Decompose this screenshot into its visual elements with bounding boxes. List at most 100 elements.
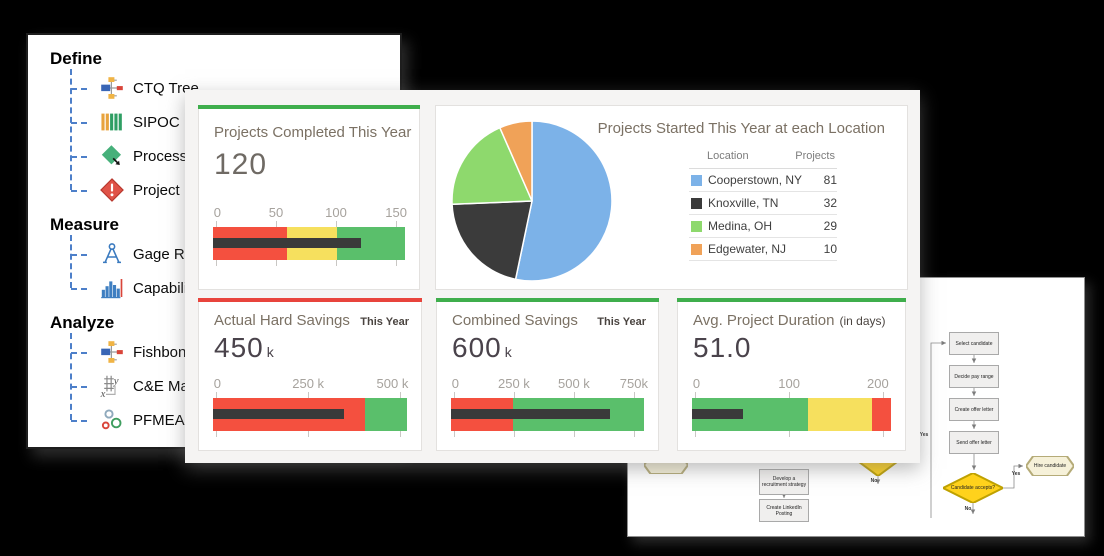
flow-edge-label-no: No — [870, 478, 878, 484]
palette-item-capabilit[interactable]: Capabilit — [50, 271, 400, 305]
legend-row-medina-oh: Medina, OH 29 — [689, 215, 837, 238]
legend-value: 10 — [823, 242, 837, 256]
palette-item-c-e-matr[interactable]: y x C&E Matr — [50, 369, 400, 403]
flow-node-label: Create LinkedIn Posting — [766, 504, 802, 517]
legend-swatch — [691, 220, 702, 232]
palette-section-title: Measure — [50, 215, 119, 234]
flow-node-select-candidate[interactable]: Select candidate — [949, 332, 999, 355]
palette-section-title: Analyze — [50, 313, 115, 332]
tile-qualifier: (in days) — [839, 314, 886, 328]
axis-tick-label: 0 — [213, 376, 221, 391]
tile-accent-bar — [198, 105, 420, 109]
flow-edge-label-no: No — [964, 506, 972, 512]
axis-tick-label: 100 — [778, 376, 800, 391]
palette-item-project-r[interactable]: Project R — [50, 173, 400, 207]
fishbone-icon — [100, 340, 124, 364]
legend-header: Location Projects — [689, 150, 837, 169]
bullet-chart-actual-hard-savings: 0 250 k 500 k — [213, 376, 409, 440]
axis-tick-mark — [573, 431, 575, 437]
bullet-measure-bar — [451, 409, 610, 419]
flow-node-send-offer-letter[interactable]: Send offer letter — [949, 431, 999, 454]
legend-swatch — [691, 174, 702, 186]
legend-label: Medina, OH — [708, 219, 773, 233]
pie-chart-title: Projects Started This Year at each Locat… — [597, 120, 885, 137]
bullet-range-1 — [365, 398, 407, 431]
project-risk-icon — [100, 178, 124, 202]
axis-tick-mark — [633, 392, 635, 398]
axis-tick-mark — [396, 221, 398, 227]
bullet-chart-avg-project-duration: 0 100 200 — [692, 376, 891, 440]
tile-actual-hard-savings[interactable]: Actual Hard Savings This Year 450 k 0 250 … — [198, 298, 422, 451]
flow-node-create-linkedin-posting[interactable]: Create LinkedIn Posting — [759, 499, 809, 522]
flow-node-decide-pay-range[interactable]: Decide pay range — [949, 365, 999, 388]
tile-accent-bar — [198, 298, 422, 302]
flow-node-hire-candidate[interactable]: Hire candidate — [1026, 456, 1074, 476]
legend-swatch — [691, 197, 702, 209]
axis-tick-mark — [789, 431, 791, 437]
tile-qualifier: This Year — [597, 316, 646, 328]
axis-tick-mark — [513, 431, 515, 437]
flow-node-create-offer-letter[interactable]: Create offer letter — [949, 398, 999, 421]
kpi-value: 600 — [452, 332, 502, 363]
tile-title: Actual Hard Savings — [214, 312, 350, 329]
process-map-icon — [100, 144, 124, 168]
pie-slice-knoxville-tn — [451, 200, 533, 281]
dashboard-panel: Projects Completed This Year 120 0 50 100 1… — [185, 90, 920, 463]
bullet-measure-bar — [213, 409, 345, 419]
legend-row-edgewater-nj: Edgewater, NJ 10 — [689, 238, 837, 261]
legend-header-projects: Projects — [795, 150, 835, 162]
axis-tick-mark — [400, 431, 402, 437]
axis-tick-label: 150 — [385, 205, 407, 220]
axis-tick-label: 0 — [692, 376, 701, 391]
ctq-tree-icon — [100, 76, 124, 100]
bullet-chart-projects-completed: 0 50 100 150 — [213, 205, 407, 269]
tile-title: Combined Savings — [452, 312, 578, 329]
svg-text:y: y — [113, 375, 119, 387]
axis-tick-mark — [883, 392, 885, 398]
svg-text:x: x — [100, 388, 106, 398]
axis-tick-label: 500 k — [376, 376, 409, 391]
palette-item-fishbone[interactable]: Fishbone — [50, 335, 400, 369]
sipoc-icon — [100, 110, 124, 134]
flow-node-candidate-accepts[interactable]: Candidate accepts? — [943, 473, 1003, 503]
tile-avg-project-duration[interactable]: Avg. Project Duration (in days) 51.0 0 10… — [677, 298, 906, 451]
legend-label: Edgewater, NJ — [708, 242, 787, 256]
axis-tick-mark — [453, 392, 455, 398]
axis-tick-label: 250 k — [497, 376, 530, 391]
bullet-measure-bar — [692, 409, 743, 419]
tile-projects-started[interactable]: Projects Started This Year at each Locat… — [435, 105, 908, 290]
flow-connector-4 — [1003, 463, 1023, 489]
pie-legend: Location Projects Cooperstown, NY 81 Knoxvil… — [689, 150, 837, 261]
flow-node-develop-recruitment-strategy[interactable]: Develop a recruitment strategy — [759, 469, 809, 495]
axis-tick-mark — [573, 392, 575, 398]
axis-tick-mark — [633, 431, 635, 437]
palette-section-title: Define — [50, 49, 102, 68]
palette-section-analyze: Analyze Fishbone y x C&E Matr PFMEA (P — [50, 311, 400, 437]
tile-combined-savings[interactable]: Combined Savings This Year 600 k 0 250 k 50… — [436, 298, 659, 451]
flow-node-label: Decide pay range — [954, 373, 994, 380]
flow-node-label: Develop a recruitment strategy — [761, 476, 807, 488]
palette-item-label: C&E Matr — [133, 377, 199, 395]
tile-accent-bar — [436, 298, 659, 302]
flow-node-label: Create offer letter — [954, 406, 994, 413]
gage-rr-icon — [100, 242, 124, 266]
palette-item-sipoc[interactable]: SIPOC — [50, 105, 400, 139]
tile-qualifier: This Year — [360, 316, 409, 328]
legend-label: Cooperstown, NY — [708, 173, 803, 187]
axis-tick-mark — [336, 260, 338, 266]
axis-tick-mark — [336, 221, 338, 227]
flow-edge-label-yes: Yes — [1011, 471, 1021, 477]
bullet-measure-bar — [213, 238, 362, 248]
kpi-value: 51.0 — [693, 332, 752, 363]
tile-projects-completed[interactable]: Projects Completed This Year 120 0 50 100 1… — [198, 105, 420, 290]
flow-connector-6 — [930, 340, 946, 518]
axis-tick-mark — [694, 392, 696, 398]
bullet-band — [213, 227, 405, 260]
axis-tick-mark — [215, 260, 217, 266]
palette-item-ctq-tree[interactable]: CTQ Tree — [50, 71, 400, 105]
bullet-chart-combined-savings: 0 250 k 500 k 750k — [451, 376, 648, 440]
kpi-unit: k — [504, 344, 512, 360]
pie-slice-medina-oh — [451, 126, 533, 206]
axis-tick-label: 250 k — [292, 376, 325, 391]
